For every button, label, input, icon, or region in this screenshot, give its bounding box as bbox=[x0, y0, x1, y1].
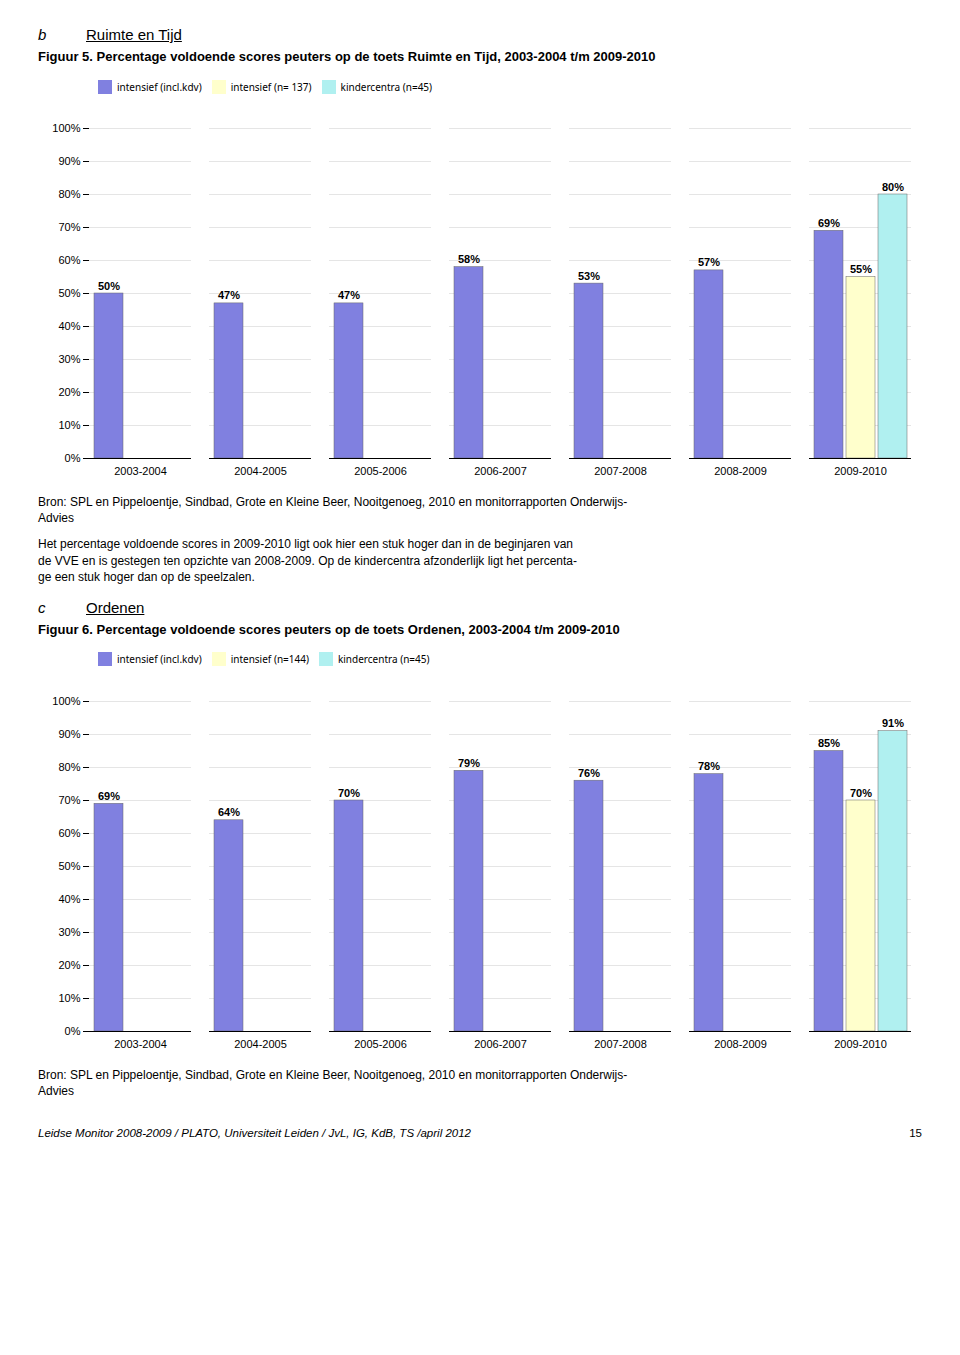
svg-text:60%: 60% bbox=[58, 827, 80, 839]
html-text:Ordenen: Ordenen bbox=[86, 598, 145, 616]
html-text:Bron: SPL en Pippeloentje, Sin: Bron: SPL en Pippeloentje, Sindbad, Grot… bbox=[38, 1067, 628, 1099]
svg-text:2004-2005: 2004-2005 bbox=[234, 1038, 287, 1050]
html-text:kindercentra (n=45): kindercentra (n=45) bbox=[338, 652, 430, 667]
svg-text:70%: 70% bbox=[58, 794, 80, 806]
html-text:intensief (incl.kdv): intensief (incl.kdv) bbox=[117, 79, 202, 94]
svg-text:100%: 100% bbox=[52, 695, 80, 707]
html-text:Ruimte en Tijd: Ruimte en Tijd bbox=[86, 26, 182, 43]
svg-text:70%: 70% bbox=[338, 786, 360, 798]
svg-text:76%: 76% bbox=[578, 767, 600, 779]
svg-text:70%: 70% bbox=[850, 786, 872, 798]
svg-text:80%: 80% bbox=[58, 188, 80, 200]
svg-text:2008-2009: 2008-2009 bbox=[714, 465, 767, 477]
svg-text:90%: 90% bbox=[58, 728, 80, 740]
svg-text:2005-2006: 2005-2006 bbox=[354, 1038, 407, 1050]
svg-text:79%: 79% bbox=[458, 757, 480, 769]
svg-text:53%: 53% bbox=[578, 270, 600, 282]
svg-text:20%: 20% bbox=[58, 959, 80, 971]
svg-text:2007-2008: 2007-2008 bbox=[594, 1038, 647, 1050]
svg-text:58%: 58% bbox=[458, 253, 480, 265]
svg-text:80%: 80% bbox=[58, 761, 80, 773]
svg-text:80%: 80% bbox=[882, 181, 904, 193]
html-text:Het percentage voldoende score: Het percentage voldoende scores in 2009-… bbox=[38, 537, 577, 584]
svg-text:2007-2008: 2007-2008 bbox=[594, 465, 647, 477]
html-text:15: 15 bbox=[909, 1127, 922, 1140]
svg-text:70%: 70% bbox=[58, 221, 80, 233]
svg-text:2006-2007: 2006-2007 bbox=[474, 465, 527, 477]
html-text:intensief (incl.kdv): intensief (incl.kdv) bbox=[117, 652, 202, 667]
svg-text:50%: 50% bbox=[58, 860, 80, 872]
svg-text:47%: 47% bbox=[338, 289, 360, 301]
svg-text:55%: 55% bbox=[850, 263, 872, 275]
svg-text:40%: 40% bbox=[58, 320, 80, 332]
svg-text:85%: 85% bbox=[818, 737, 840, 749]
svg-text:0%: 0% bbox=[65, 1025, 81, 1037]
html-text:intensief (n= 137): intensief (n= 137) bbox=[230, 79, 312, 94]
svg-text:2004-2005: 2004-2005 bbox=[234, 465, 287, 477]
svg-text:40%: 40% bbox=[58, 893, 80, 905]
svg-text:90%: 90% bbox=[58, 155, 80, 167]
svg-text:0%: 0% bbox=[65, 452, 81, 464]
svg-text:2009-2010: 2009-2010 bbox=[834, 465, 887, 477]
svg-text:2005-2006: 2005-2006 bbox=[354, 465, 407, 477]
svg-text:20%: 20% bbox=[58, 386, 80, 398]
svg-text:50%: 50% bbox=[58, 287, 80, 299]
svg-text:10%: 10% bbox=[58, 992, 80, 1004]
svg-text:57%: 57% bbox=[698, 256, 720, 268]
svg-text:2003-2004: 2003-2004 bbox=[114, 1038, 167, 1050]
html-text:Figuur 5. Percentage voldoende: Figuur 5. Percentage voldoende scores pe… bbox=[38, 49, 656, 64]
html-text:c: c bbox=[38, 598, 46, 616]
html-text:kindercentra (n=45): kindercentra (n=45) bbox=[340, 79, 433, 94]
svg-text:2009-2010: 2009-2010 bbox=[834, 1038, 887, 1050]
svg-text:2006-2007: 2006-2007 bbox=[474, 1038, 527, 1050]
svg-text:10%: 10% bbox=[58, 419, 80, 431]
html-text:Bron: SPL en Pippeloentje, Sin: Bron: SPL en Pippeloentje, Sindbad, Grot… bbox=[38, 495, 628, 526]
svg-text:100%: 100% bbox=[52, 122, 80, 134]
svg-text:91%: 91% bbox=[882, 717, 904, 729]
svg-text:2003-2004: 2003-2004 bbox=[114, 465, 167, 477]
svg-text:47%: 47% bbox=[218, 289, 240, 301]
html-text:Leidse Monitor 2008-2009 / PLA: Leidse Monitor 2008-2009 / PLATO, Univer… bbox=[38, 1127, 471, 1140]
html-text:intensief (n=144): intensief (n=144) bbox=[230, 652, 309, 667]
html-text:Figuur 6. Percentage voldoende: Figuur 6. Percentage voldoende scores pe… bbox=[38, 621, 620, 637]
svg-text:69%: 69% bbox=[818, 217, 840, 229]
svg-text:69%: 69% bbox=[98, 790, 120, 802]
svg-text:30%: 30% bbox=[58, 353, 80, 365]
svg-text:60%: 60% bbox=[58, 254, 80, 266]
svg-text:50%: 50% bbox=[98, 280, 120, 292]
svg-text:2008-2009: 2008-2009 bbox=[714, 1038, 767, 1050]
svg-text:64%: 64% bbox=[218, 806, 240, 818]
svg-text:30%: 30% bbox=[58, 926, 80, 938]
svg-text:78%: 78% bbox=[698, 760, 720, 772]
html-text:b: b bbox=[38, 26, 47, 43]
